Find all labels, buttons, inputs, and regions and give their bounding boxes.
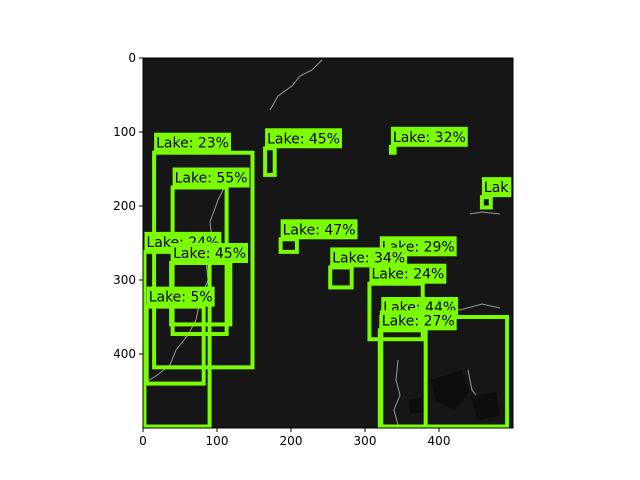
detection-label-text: Lake: 32% [393,130,466,146]
detection-label-background [390,126,468,147]
detection-label: Lak [481,177,512,198]
detection-label-text: Lake: 5% [149,290,213,306]
detection-label-text: Lake: 34% [332,250,405,266]
x-tick-label: 400 [428,434,451,448]
detection-label-background [171,242,249,263]
detection-label: Lake: 34% [330,247,408,268]
detection-label-text: Lake: 23% [156,136,229,152]
detection-label-background [280,219,358,240]
detection-label-background [330,247,408,268]
dark-patches [408,370,500,420]
y-tick-label: 300 [113,273,136,287]
detection-label-background [379,310,457,331]
detection-labels: Lake: 23% Lake: 45% Lake: 32% Lake: 55% Lak L… [144,126,512,331]
detection-label-background [481,177,512,198]
detection-label: Lake: 24% [369,263,447,284]
detection-label-text: Lake: 47% [283,222,356,238]
detection-label-background [146,286,215,307]
detection-label: Lake: 23% [154,132,231,153]
detection-label-background [154,132,231,153]
y-axis: 0 100 200 300 400 [113,51,143,361]
detection-label-background [172,167,250,188]
y-tick-label: 200 [113,199,136,213]
detection-label-text: Lake: 55% [175,171,248,187]
detection-label-text: Lake: 45% [173,246,246,262]
detection-label-text: Lake: 45% [267,131,340,147]
detection-label: Lake: 5% [146,286,215,307]
detection-box [388,144,397,155]
detection-label: Lake: 55% [172,167,250,188]
detection-label-text: Lake: 24% [371,267,444,283]
detection-label: Lake: 32% [390,126,468,147]
detection-label-text: Lak [484,180,509,196]
x-axis: 0 100 200 300 400 [139,428,450,448]
detection-label-background [369,263,447,284]
detection-label: Lake: 45% [265,128,342,149]
y-tick-label: 0 [128,51,136,65]
y-tick-label: 100 [113,125,136,139]
detection-label: Lake: 47% [280,219,358,240]
detection-label: Lake: 45% [171,242,249,263]
detection-label-background [265,128,342,149]
x-tick-label: 300 [354,434,377,448]
detection-box [328,265,354,290]
axes-frame [142,57,514,429]
detection-label: Lake: 27% [379,310,457,331]
y-tick-label: 400 [113,347,136,361]
x-tick-label: 100 [206,434,229,448]
x-tick-label: 200 [280,434,303,448]
detection-label-text: Lake: 27% [382,313,455,329]
x-tick-label: 0 [139,434,147,448]
